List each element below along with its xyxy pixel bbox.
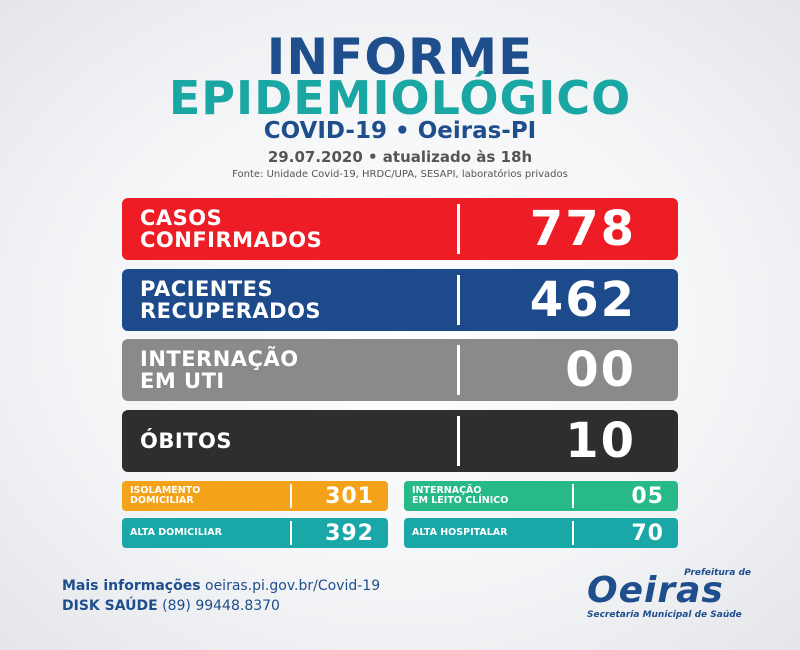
source-line: Fonte: Unidade Covid-19, HRDC/UPA, SESAP…	[232, 169, 568, 180]
disk-saude-phone: (89) 99448.8370	[162, 598, 280, 614]
divider	[290, 484, 292, 508]
divider	[457, 345, 460, 395]
deaths-value: 10	[565, 413, 636, 469]
hospital-discharge-card: ALTA HOSPITALAR 70	[404, 518, 678, 548]
clinical-bed-label: INTERNAÇÃO EM LEITO CLÍNICO	[412, 485, 509, 506]
more-info-label: Mais informações	[62, 578, 201, 594]
home-discharge-card: ALTA DOMICILIAR 392	[122, 518, 388, 548]
more-info-line: Mais informações oeiras.pi.gov.br/Covid-…	[62, 578, 380, 594]
logo-name: Oeiras	[587, 570, 724, 611]
recovered-value: 462	[529, 272, 636, 328]
title-epidemiologico: EPIDEMIOLÓGICO	[168, 71, 632, 125]
home-discharge-value: 392	[325, 520, 374, 546]
icu-label: INTERNAÇÃO EM UTI	[140, 347, 299, 393]
subtitle: COVID-19 • Oeiras-PI	[263, 118, 537, 144]
icu-card: INTERNAÇÃO EM UTI 00	[122, 339, 678, 401]
deaths-label: ÓBITOS	[140, 429, 232, 453]
logo-secretaria: Secretaria Municipal de Saúde	[587, 610, 742, 620]
clinical-bed-value: 05	[631, 483, 664, 509]
icu-value: 00	[565, 342, 636, 398]
home-isolation-card: ISOLAMENTO DOMICILIAR 301	[122, 481, 388, 511]
divider	[457, 275, 460, 325]
home-isolation-value: 301	[325, 483, 374, 509]
confirmed-cases-card: CASOS CONFIRMADOS 778	[122, 198, 678, 260]
hospital-discharge-value: 70	[631, 520, 664, 546]
recovered-card: PACIENTES RECUPERADOS 462	[122, 269, 678, 331]
divider	[572, 521, 574, 545]
home-discharge-label: ALTA DOMICILIAR	[130, 527, 222, 538]
oeiras-logo: Prefeitura de Oeiras Secretaria Municipa…	[583, 568, 753, 624]
divider	[457, 416, 460, 466]
home-isolation-label: ISOLAMENTO DOMICILIAR	[130, 485, 201, 506]
divider	[572, 484, 574, 508]
date-line: 29.07.2020 • atualizado às 18h	[267, 148, 533, 166]
disk-saude-label: DISK SAÚDE	[62, 598, 158, 614]
more-info-link[interactable]: oeiras.pi.gov.br/Covid-19	[205, 578, 381, 594]
disk-saude-line: DISK SAÚDE (89) 99448.8370	[62, 598, 280, 614]
hospital-discharge-label: ALTA HOSPITALAR	[412, 527, 508, 538]
confirmed-cases-value: 778	[529, 201, 636, 257]
deaths-card: ÓBITOS 10	[122, 410, 678, 472]
logo-prefeitura: Prefeitura de	[684, 568, 751, 578]
divider	[457, 204, 460, 254]
recovered-label: PACIENTES RECUPERADOS	[140, 277, 322, 323]
clinical-bed-card: INTERNAÇÃO EM LEITO CLÍNICO 05	[404, 481, 678, 511]
divider	[290, 521, 292, 545]
title-informe: INFORME	[266, 28, 534, 86]
confirmed-cases-label: CASOS CONFIRMADOS	[140, 206, 323, 252]
